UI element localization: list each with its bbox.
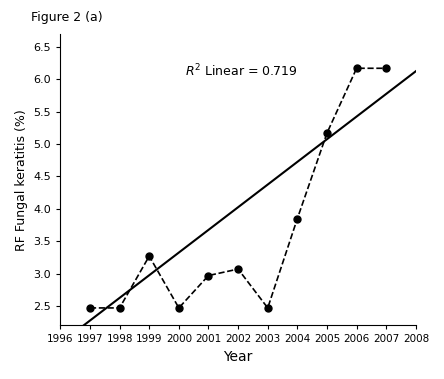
Text: Figure 2 (a): Figure 2 (a) <box>31 11 103 24</box>
Text: $R^2$ Linear = 0.719: $R^2$ Linear = 0.719 <box>185 63 297 80</box>
Y-axis label: RF Fungal keratitis (%): RF Fungal keratitis (%) <box>15 109 28 251</box>
X-axis label: Year: Year <box>223 350 253 364</box>
